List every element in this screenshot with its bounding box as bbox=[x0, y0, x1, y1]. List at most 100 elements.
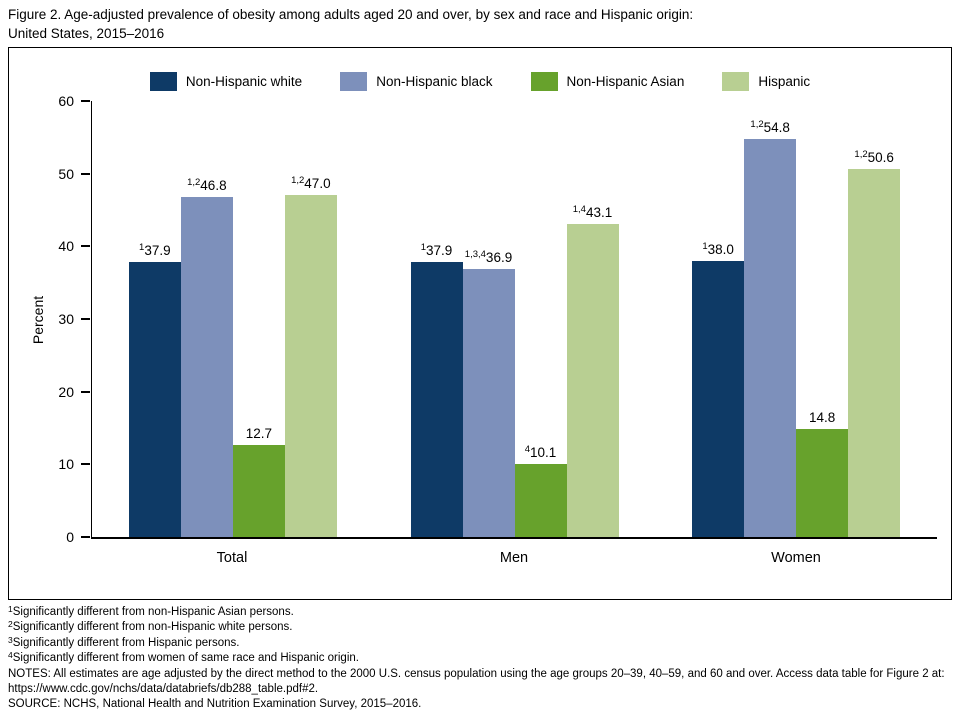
chart-frame: Non-Hispanic white Non-Hispanic black Non-… bbox=[8, 47, 952, 600]
bar-group: 137.9 1,3,436.9 410.1 1,443.1 bbox=[410, 101, 619, 537]
category-label: Men bbox=[499, 550, 529, 566]
y-tick-label: 50 bbox=[58, 165, 74, 182]
footnote: 1Significantly different from non-Hispan… bbox=[8, 604, 952, 620]
bar-value-label: 1,254.8 bbox=[750, 118, 790, 135]
footnote: 4Significantly different from women of s… bbox=[8, 650, 952, 666]
footnote-text: Significantly different from non-Hispani… bbox=[12, 621, 293, 634]
footnote-marker: 1,2 bbox=[750, 118, 764, 130]
bar-group: 138.0 1,254.8 14.8 1,250.6 bbox=[692, 101, 901, 537]
y-tick-mark bbox=[81, 390, 90, 393]
figure-title-line1: Figure 2. Age-adjusted prevalence of obe… bbox=[8, 7, 694, 22]
y-tick-mark bbox=[81, 536, 90, 538]
bar: 1,443.1 bbox=[566, 204, 619, 537]
legend-label: Non-Hispanic white bbox=[185, 74, 303, 89]
footnote-marker: 1,3,4 bbox=[464, 248, 486, 260]
footnote-marker: 1,2 bbox=[187, 176, 201, 188]
bar: 1,254.8 bbox=[744, 119, 797, 537]
footnote-marker: 3 bbox=[8, 634, 13, 645]
plot-area: 137.9 1,246.8 12.7 1,247.0 137.9 1,3,436.9 410… bbox=[58, 93, 937, 545]
footnote-marker: 4 bbox=[524, 443, 531, 455]
legend-swatch bbox=[340, 72, 368, 91]
bar: 137.9 bbox=[410, 242, 463, 537]
bar: 1,250.6 bbox=[848, 149, 901, 537]
x-axis-categories: Total Men Women bbox=[91, 550, 937, 572]
legend-label: Non-Hispanic black bbox=[376, 74, 493, 89]
notes-text: NOTES: All estimates are age adjusted by… bbox=[8, 667, 945, 696]
bars-layer: 137.9 1,246.8 12.7 1,247.0 137.9 1,3,436.9 410… bbox=[92, 101, 937, 537]
footnote-marker: 1,4 bbox=[572, 203, 586, 215]
bar-value-label: 138.0 bbox=[702, 240, 734, 257]
y-tick-label: 20 bbox=[58, 383, 74, 400]
bar-value-label: 12.7 bbox=[246, 426, 272, 441]
bar-value: 37.9 bbox=[426, 242, 453, 258]
bar: 1,246.8 bbox=[180, 177, 233, 537]
bar-value-label: 410.1 bbox=[524, 443, 557, 460]
footnote-marker: 2 bbox=[8, 619, 13, 630]
bar-value: 14.8 bbox=[809, 410, 836, 426]
bar-value-label: 1,443.1 bbox=[572, 203, 613, 220]
bar-value-label: 1,3,436.9 bbox=[464, 248, 513, 265]
footnote-marker: 1 bbox=[8, 604, 13, 614]
legend-label: Hispanic bbox=[758, 74, 811, 89]
y-tick-label: 0 bbox=[66, 529, 74, 545]
legend-swatch bbox=[722, 72, 750, 91]
footnote-marker: 1 bbox=[139, 241, 145, 253]
y-tick-mark bbox=[81, 245, 90, 248]
y-tick-label: 60 bbox=[58, 93, 74, 109]
legend-label: Non-Hispanic Asian bbox=[566, 74, 685, 89]
bar: 12.7 bbox=[232, 426, 285, 537]
y-tick-mark bbox=[81, 172, 90, 175]
legend-swatch bbox=[530, 72, 558, 91]
bar-group: 137.9 1,246.8 12.7 1,247.0 bbox=[128, 101, 337, 537]
bar: 410.1 bbox=[514, 444, 567, 537]
bar-value-label: 1,246.8 bbox=[187, 176, 227, 193]
y-tick-mark bbox=[81, 463, 90, 466]
legend-item: Non-Hispanic black bbox=[340, 72, 493, 91]
bar-value: 43.1 bbox=[585, 204, 613, 220]
category-label: Total bbox=[216, 550, 248, 566]
footnote-marker: 1,2 bbox=[854, 149, 868, 161]
bar-value: 36.9 bbox=[485, 249, 513, 265]
figure-title-line2: United States, 2015–2016 bbox=[8, 26, 165, 42]
legend-item: Hispanic bbox=[722, 72, 810, 91]
bar-value-label: 137.9 bbox=[420, 241, 453, 258]
footnote-marker: 1 bbox=[702, 240, 708, 252]
y-tick-mark bbox=[81, 318, 90, 320]
source-text: SOURCE: NCHS, National Health and Nutrit… bbox=[8, 698, 422, 711]
legend-swatch bbox=[149, 72, 177, 91]
footnote: 2Significantly different from non-Hispan… bbox=[8, 619, 952, 635]
bar-value: 50.6 bbox=[867, 150, 894, 166]
bar-value: 47.0 bbox=[304, 176, 331, 192]
bar-value-label: 137.9 bbox=[139, 241, 171, 258]
footnote-text: Significantly different from women of sa… bbox=[12, 652, 359, 665]
y-tick-label: 40 bbox=[58, 238, 74, 255]
bar-value: 12.7 bbox=[245, 425, 272, 441]
bar-value: 10.1 bbox=[530, 444, 557, 460]
bar-value-label: 14.8 bbox=[809, 410, 835, 425]
bar-value: 54.8 bbox=[763, 119, 790, 135]
bar: 138.0 bbox=[692, 241, 745, 537]
bar: 1,3,436.9 bbox=[462, 249, 515, 537]
footnote-marker: 1 bbox=[420, 241, 427, 253]
footnote-marker: 4 bbox=[8, 650, 13, 661]
figure-title: Figure 2. Age-adjusted prevalence of obe… bbox=[8, 5, 938, 43]
bar-value-label: 1,247.0 bbox=[291, 175, 331, 192]
footnote: 3Significantly different from Hispanic p… bbox=[8, 634, 952, 651]
footnote-text: Significantly different from non-Hispani… bbox=[12, 606, 294, 618]
bar-value-label: 1,250.6 bbox=[854, 149, 894, 166]
legend-item: Non-Hispanic white bbox=[149, 72, 303, 91]
bar: 1,247.0 bbox=[284, 175, 337, 537]
legend-item: Non-Hispanic Asian bbox=[530, 72, 685, 91]
category-label: Women bbox=[771, 550, 821, 566]
legend: Non-Hispanic white Non-Hispanic black Non-… bbox=[9, 72, 951, 91]
footnote-text: Significantly different from Hispanic pe… bbox=[12, 636, 240, 649]
bar-value: 38.0 bbox=[707, 241, 734, 257]
y-tick-label: 10 bbox=[58, 456, 74, 473]
bar-value: 46.8 bbox=[200, 177, 227, 193]
bar-value: 37.9 bbox=[144, 242, 171, 258]
footnotes: 1Significantly different from non-Hispan… bbox=[8, 604, 952, 713]
y-tick-label: 30 bbox=[58, 311, 74, 327]
bar: 14.8 bbox=[796, 410, 849, 537]
bar: 137.9 bbox=[128, 242, 181, 537]
footnote-marker: 1,2 bbox=[291, 175, 305, 187]
